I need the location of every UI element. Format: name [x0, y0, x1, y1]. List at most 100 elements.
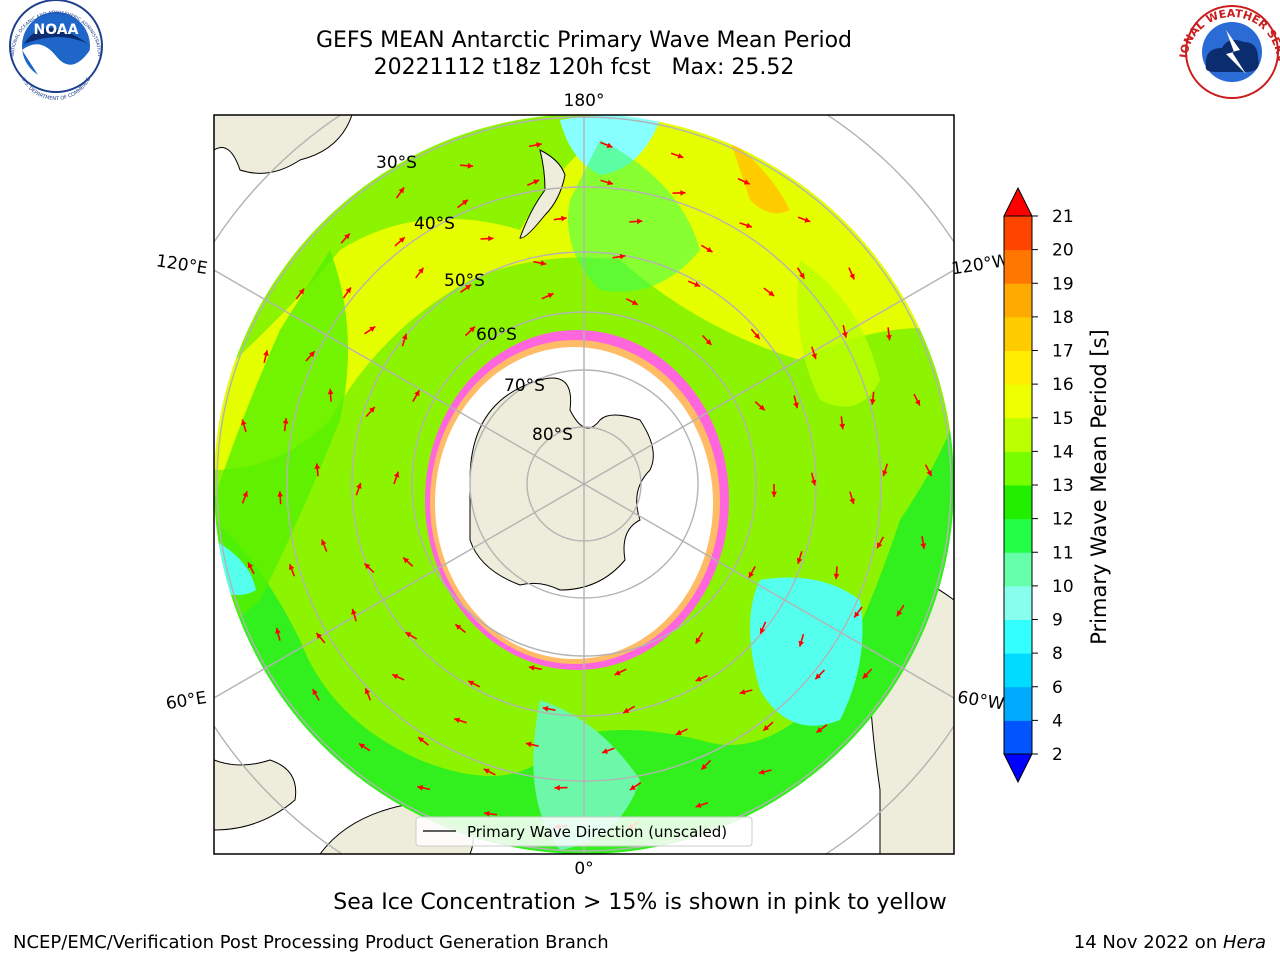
nws-logo-ring-text: NATIONAL WEATHER SERVICE — [0, 0, 1280, 64]
colorbar-tick-label: 14 — [1052, 442, 1074, 462]
wave-arrow-head — [695, 676, 702, 682]
legend-label: Primary Wave Direction (unscaled) — [467, 823, 727, 841]
colorbar-tick-label: 4 — [1052, 711, 1063, 731]
colorbar-swatch — [1004, 619, 1032, 654]
wave-arrow-head — [849, 273, 855, 280]
wave-arrow-head — [369, 326, 376, 332]
wave-arrow-head — [796, 557, 803, 564]
colorbar-swatch — [1004, 720, 1032, 755]
wave-arrow-head — [694, 281, 701, 287]
wave-arrow-head — [677, 153, 684, 159]
wave-arrow-head — [467, 162, 473, 169]
lon-label-60w: 60°W — [956, 688, 1006, 715]
wave-arrow-head — [748, 571, 754, 578]
colorbar-tick-label: 9 — [1052, 611, 1063, 631]
wave-arrow-head — [815, 673, 821, 680]
colorbar-swatch — [1004, 216, 1032, 251]
wave-arrow-head — [833, 573, 840, 580]
wave-arrow-head — [484, 810, 490, 817]
colorbar-swatch — [1004, 384, 1032, 419]
wave-arrow-head — [465, 284, 471, 291]
wave-arrow-head — [706, 246, 713, 253]
wave-arrow-head — [877, 542, 883, 549]
wave-arrow-head — [364, 563, 371, 570]
map-frame — [213, 114, 955, 855]
wave-arrow-head — [398, 237, 405, 243]
colorbar-tick-label: 19 — [1052, 274, 1074, 294]
wave-arrow-head — [854, 611, 860, 618]
wave-arrow-head — [468, 680, 475, 686]
noaa-logo-icon: NOAA NATIONAL OCEANIC AND ATMOSPHERIC AD… — [9, 0, 103, 102]
lon-label-0: 0° — [574, 859, 593, 879]
wave-arrow-head — [926, 470, 932, 477]
colorbar-tick-label: 20 — [1052, 241, 1074, 261]
wave-arrow-head — [758, 404, 765, 411]
colorbar-swatch — [1004, 518, 1032, 553]
wave-arrow-head — [392, 674, 399, 680]
wave-arrow-head — [314, 463, 321, 469]
wave-arrow-head — [705, 339, 712, 345]
svg-text:NATIONAL WEATHER SERVICE: NATIONAL WEATHER SERVICE — [0, 0, 1280, 64]
colorbar-swatch — [1004, 316, 1032, 351]
wave-arrow-head — [312, 689, 318, 696]
colorbar-swatch — [1004, 485, 1032, 520]
land-antarctica — [469, 377, 654, 591]
land-southern-africa — [214, 759, 297, 831]
wave-arrow-head — [309, 351, 315, 358]
wave-arrow-head — [547, 293, 554, 299]
colorbar-tick-label: 17 — [1052, 342, 1074, 362]
footer-credit: NCEP/EMC/Verification Post Processing Pr… — [13, 932, 609, 953]
wave-arrow-head — [811, 353, 817, 360]
wave-arrow-head — [804, 217, 811, 223]
wave-arrow-head — [554, 784, 560, 791]
wave-arrow-head — [414, 390, 420, 397]
wave-arrow-head — [754, 333, 760, 339]
wave-arrow-head — [288, 564, 295, 570]
wave-direction-arrows — [241, 141, 933, 830]
wave-arrow-head — [398, 187, 405, 194]
wave-arrow-head — [758, 769, 765, 775]
wave-arrow-head — [637, 218, 643, 225]
wave-arrow-head — [869, 399, 876, 405]
wave-arrow-head — [247, 562, 253, 569]
lon-label-120e: 120°E — [155, 251, 209, 279]
wave-arrow-head — [488, 235, 494, 242]
wave-arrow-head — [282, 418, 289, 424]
wave-arrow-head — [793, 402, 799, 409]
wave-arrow-head — [298, 288, 305, 295]
wave-arrow-head — [607, 179, 613, 186]
wave-arrow-head — [275, 628, 281, 634]
wave-arrow-head — [849, 498, 855, 505]
colorbar-swatch — [1004, 552, 1032, 587]
colorbar-tick-label: 21 — [1052, 207, 1074, 227]
wave-arrow-head — [263, 350, 269, 356]
colorbar-tick-label: 11 — [1052, 543, 1074, 563]
wave-arrow-head — [897, 610, 903, 617]
wave-arrow-head — [483, 768, 490, 774]
wave-arrow-head — [619, 253, 626, 260]
colorbar-label: Primary Wave Mean Period [s] — [1087, 329, 1111, 645]
wave-arrow-head — [327, 388, 334, 395]
wave-arrow-head — [623, 707, 630, 713]
wave-arrow-head — [359, 743, 365, 749]
colorbar-swatch — [1004, 585, 1032, 620]
wave-arrow-head — [816, 727, 823, 733]
wave-arrow-head — [680, 190, 686, 196]
colorbar-swatch — [1004, 350, 1032, 385]
lat-label-60s: 60°S — [476, 325, 517, 345]
wave-arrow-head — [418, 737, 425, 743]
colorbar-tick-label: 12 — [1052, 510, 1074, 530]
wave-arrow-head — [316, 633, 322, 639]
colorbar-swatch — [1004, 283, 1032, 318]
footer-date-text: 14 Nov 2022 on — [1073, 932, 1223, 953]
wave-arrow-head — [351, 608, 357, 615]
wave-arrow-head — [405, 632, 412, 638]
wave-arrow-head — [525, 741, 532, 748]
colorbar-swatch — [1004, 653, 1032, 688]
map-area: 30°S 40°S 50°S 60°S 70°S 80°S Primary Wa… — [214, 115, 954, 854]
colorbar-swatch — [1004, 417, 1032, 452]
wave-arrow-head — [403, 557, 410, 564]
wave-arrow-head — [469, 326, 475, 333]
wave-arrow-head — [746, 222, 752, 229]
colorbar-tick-label: 6 — [1052, 678, 1063, 698]
